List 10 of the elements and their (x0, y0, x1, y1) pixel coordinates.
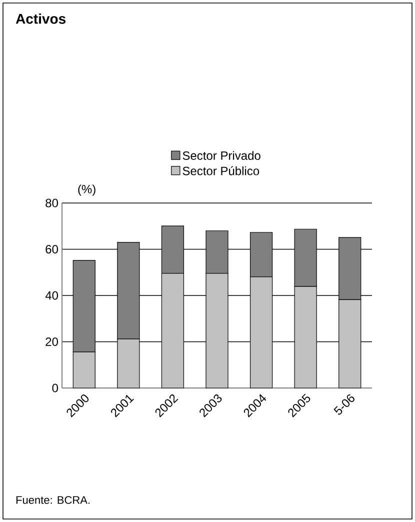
y-tick-label: 0 (52, 384, 58, 392)
chart-title: Activos (16, 14, 66, 24)
y-axis-title: (%) (78, 184, 96, 196)
y-tick-label: 40 (45, 291, 58, 300)
legend-label: Sector Privado (182, 151, 260, 160)
y-tick-label: 60 (46, 245, 58, 254)
y-tick-label: 80 (46, 198, 58, 208)
source-note: Fuente: BCRA. (16, 496, 90, 504)
legend-label: Sector Público (182, 166, 260, 176)
y-tick-label: 20 (46, 338, 58, 346)
